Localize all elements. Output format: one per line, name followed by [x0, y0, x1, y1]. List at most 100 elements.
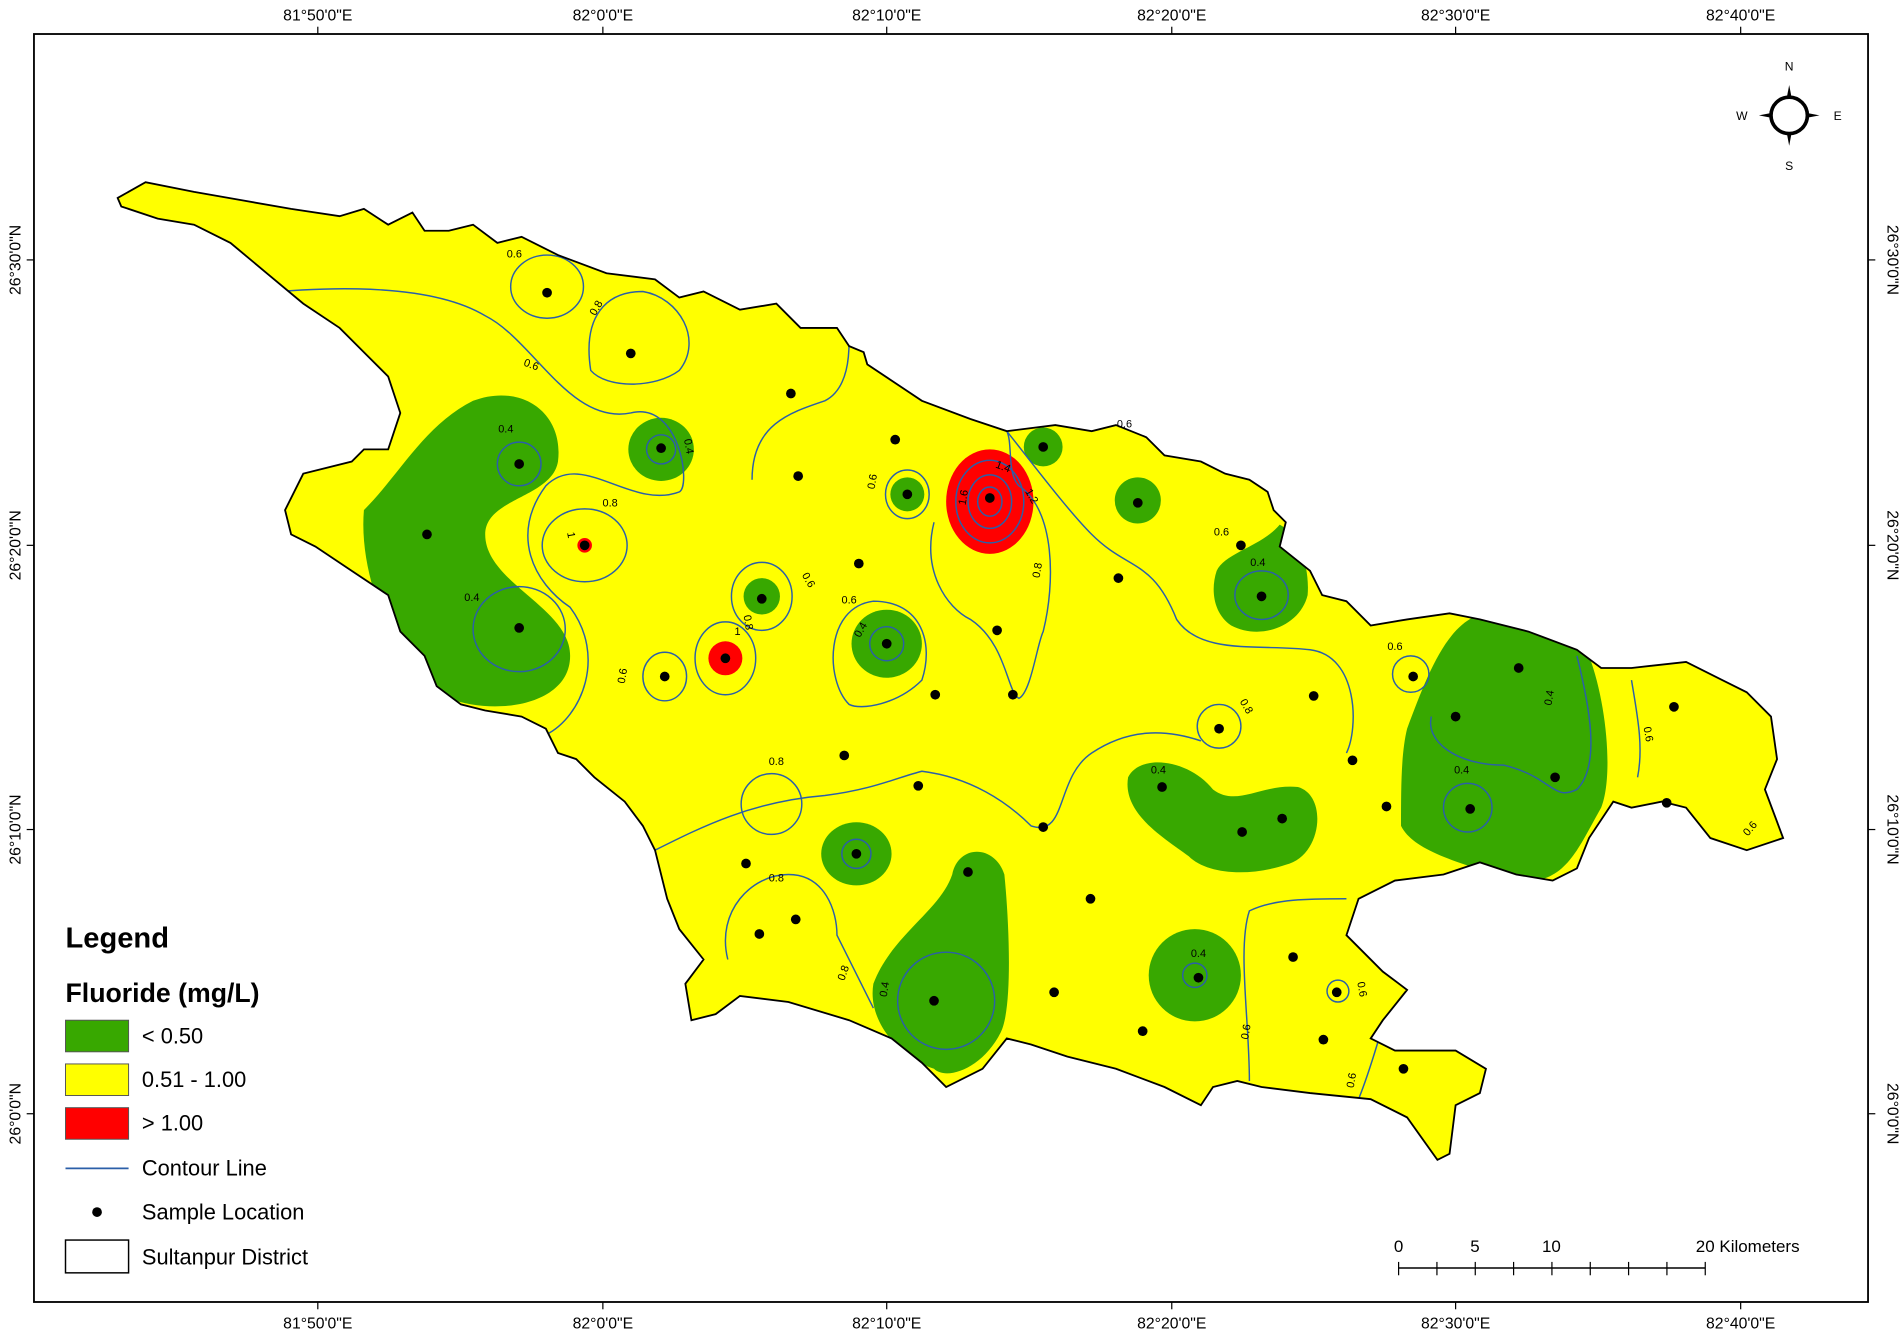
- contour-line: [740, 772, 803, 836]
- contour-line: [930, 430, 1052, 700]
- latitude-label: 26°10'0"N: [1883, 794, 1900, 864]
- contour-label: 0.6: [507, 248, 522, 260]
- sample-location: [756, 593, 767, 604]
- contour-line: [751, 340, 850, 480]
- contour-label: 0.8: [769, 873, 784, 885]
- sample-location: [656, 443, 666, 454]
- contour-line: [472, 585, 566, 673]
- contour-line: [694, 621, 757, 696]
- map-frame: [33, 33, 1869, 1303]
- sample-location: [1408, 671, 1419, 682]
- contour-label: 0.4: [1151, 765, 1166, 777]
- sample-location: [992, 625, 1002, 636]
- contour-label: 1: [564, 531, 577, 539]
- latitude-label: 26°30'0"N: [8, 225, 25, 295]
- sample-location: [1085, 893, 1096, 904]
- contour-label: 0.8: [836, 964, 852, 982]
- sample-location: [514, 623, 525, 633]
- sample-location: [1398, 1063, 1409, 1074]
- scale-label: 5: [1470, 1237, 1479, 1256]
- contour-line: [588, 290, 690, 385]
- sample-location: [1550, 772, 1560, 783]
- sample-location: [1008, 689, 1018, 700]
- contour-label: 0.6: [1345, 1072, 1359, 1089]
- sample-location: [1193, 972, 1204, 983]
- sample-location: [790, 914, 801, 925]
- contour-line: [955, 459, 1025, 544]
- latitude-label: 26°20'0"N: [1883, 510, 1900, 580]
- contour-label: 0.6: [616, 667, 630, 684]
- sample-location: [625, 348, 636, 359]
- sample-location: [741, 858, 751, 869]
- contour-line: [1181, 962, 1208, 989]
- contour-label: 0.6: [1387, 641, 1402, 653]
- sample-location: [1113, 573, 1124, 583]
- sample-location: [1347, 755, 1358, 766]
- contour-line: [642, 651, 688, 702]
- contour-line: [1429, 655, 1592, 794]
- sample-location: [1465, 804, 1476, 814]
- sample-location: [720, 653, 731, 664]
- contour-line: [654, 732, 1202, 851]
- longitude-label: 82°0'0"E: [573, 1316, 633, 1333]
- longitude-label: 81°50'0"E: [283, 1316, 352, 1333]
- longitude-label: 82°10'0"E: [852, 1316, 921, 1333]
- sample-location: [851, 848, 862, 859]
- legend-district-symbol: [64, 1239, 130, 1274]
- scale-label: 0: [1394, 1237, 1403, 1256]
- sample-location: [1256, 591, 1267, 602]
- graticule-labels: 81°50'0"E 81°50'0"E 82°0'0"E 82°0'0"E 82°10'…: [8, 8, 1901, 1333]
- legend-class-label: > 1.00: [142, 1111, 203, 1136]
- longitude-label: 81°50'0"E: [283, 8, 352, 25]
- contour-line: [976, 486, 1003, 517]
- contour-line: [724, 873, 875, 1009]
- longitude-label: 82°10'0"E: [852, 8, 921, 25]
- sample-location: [1277, 813, 1288, 824]
- latitude-label: 26°20'0"N: [8, 510, 25, 580]
- sample-location: [1381, 801, 1392, 812]
- contour-label: 0.4: [1250, 557, 1265, 569]
- sample-location: [1132, 497, 1143, 508]
- scale-bar: 0 5 10 20 Kilometers: [1394, 1237, 1800, 1276]
- sample-location: [1237, 827, 1247, 837]
- legend: Legend Fluoride (mg/L) < 0.50 0.51 - 1.00…: [64, 922, 308, 1274]
- legend-class-label: < 0.50: [142, 1023, 203, 1048]
- sample-location: [1038, 822, 1049, 832]
- contour-line: [1442, 782, 1493, 833]
- longitude-label: 82°20'0"E: [1137, 8, 1206, 25]
- contour-label: 0.8: [603, 497, 618, 509]
- sample-location: [1137, 1026, 1148, 1037]
- latitude-label: 26°0'0"N: [1883, 1083, 1900, 1144]
- scale-label: 10: [1542, 1237, 1561, 1256]
- sample-location: [1157, 782, 1167, 792]
- sample-points: [422, 287, 1679, 1074]
- contour-line: [645, 434, 677, 465]
- sample-location: [1513, 663, 1524, 673]
- sample-location: [422, 529, 432, 540]
- contour-labels: 0.60.80.60.40.40.810.40.60.60.810.60.41.…: [464, 248, 1760, 1088]
- contour-label: 0.8: [741, 614, 755, 631]
- contour-label: 0.4: [878, 981, 892, 998]
- contour-line: [967, 474, 1013, 530]
- latitude-label: 26°0'0"N: [8, 1083, 25, 1144]
- contour-label: 0.4: [681, 438, 695, 455]
- contour-label: 1: [734, 626, 740, 638]
- contour-line: [541, 508, 628, 583]
- contour-line: [884, 469, 930, 520]
- sample-location: [890, 434, 901, 445]
- contour-line: [1006, 430, 1354, 754]
- contour-label: 0.6: [1239, 1023, 1253, 1040]
- compass-e: E: [1834, 109, 1842, 123]
- contour-line: [1234, 570, 1289, 621]
- sample-location: [542, 287, 552, 298]
- compass-n: N: [1785, 59, 1794, 73]
- longitude-label: 82°20'0"E: [1137, 1316, 1206, 1333]
- sample-location: [514, 459, 525, 469]
- legend-sample-symbol: [92, 1207, 102, 1217]
- contour-line: [1326, 979, 1350, 1003]
- sample-location: [930, 689, 941, 700]
- longitude-label: 82°30'0"E: [1421, 8, 1490, 25]
- scale-label: 20 Kilometers: [1696, 1237, 1800, 1256]
- contour-label: 0.6: [866, 473, 880, 490]
- sample-location: [902, 489, 913, 500]
